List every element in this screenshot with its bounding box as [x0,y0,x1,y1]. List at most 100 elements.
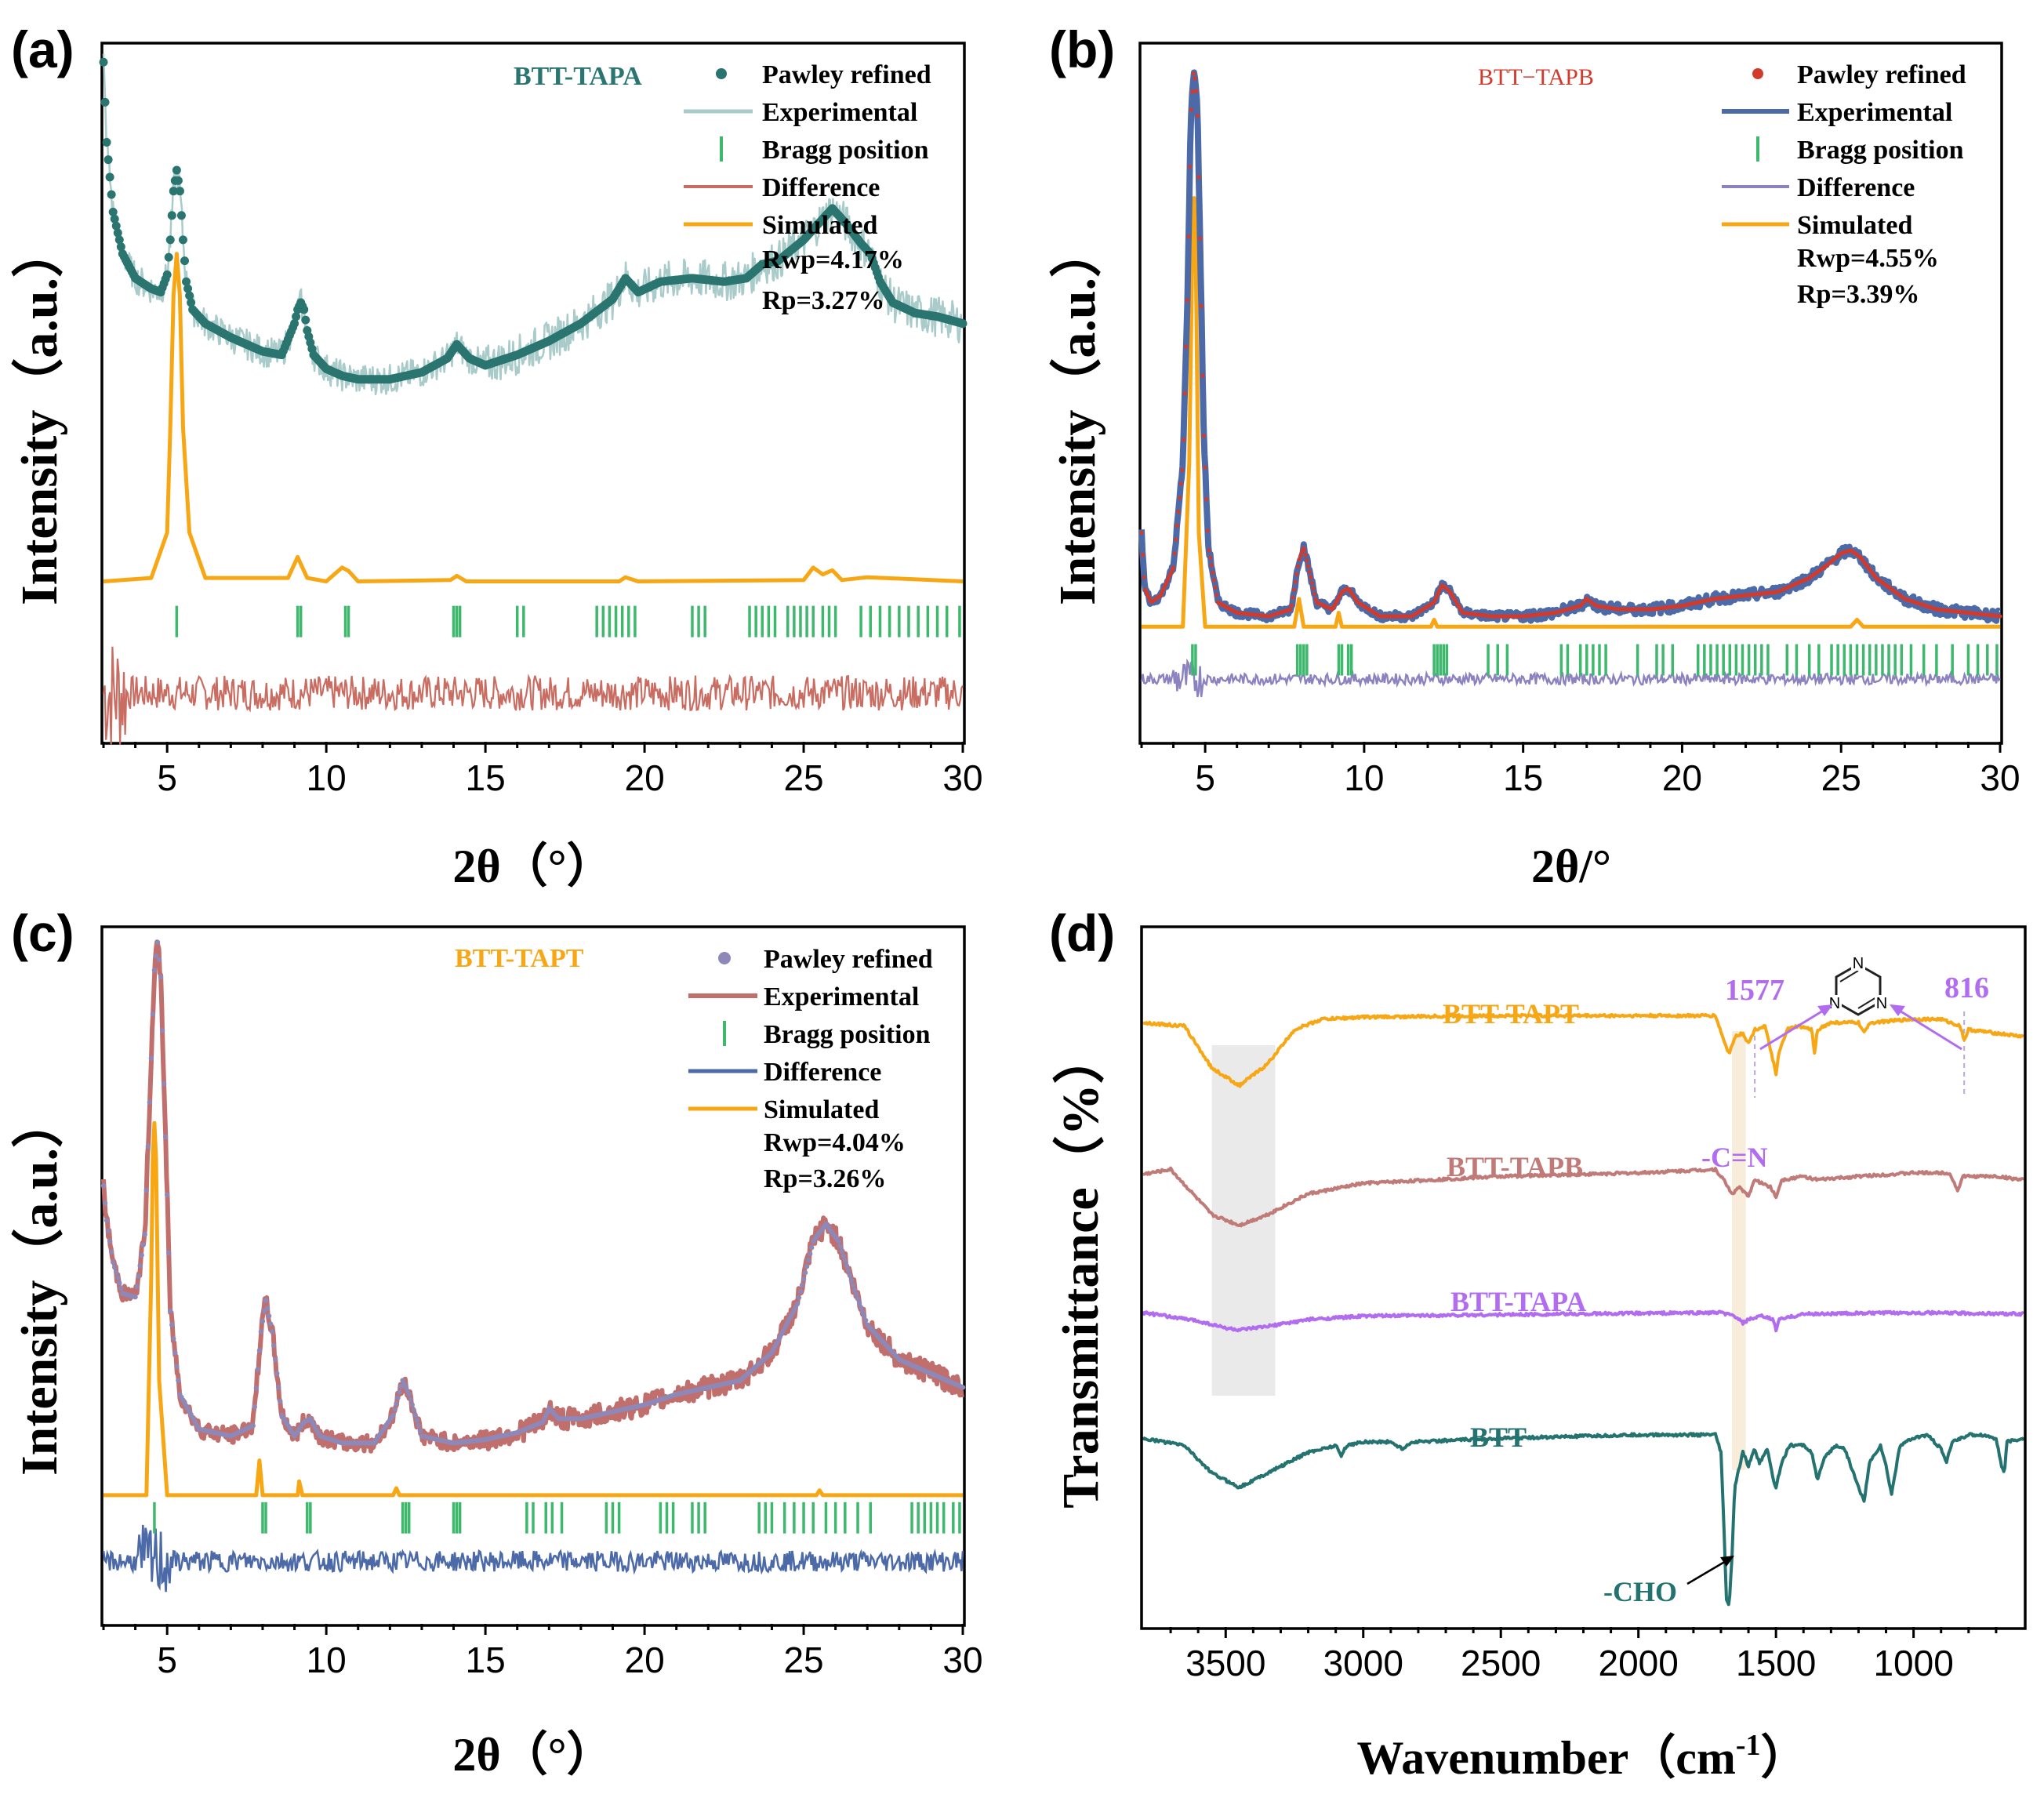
legend-label-simulated: Simulated [1797,211,1912,240]
panel-a-pawley-refined-point [172,165,181,175]
panel-b-pawley-refined-point [1305,558,1309,563]
panel-c-pawley-refined-point [107,1238,113,1244]
panel-c-pawley-refined-point [258,1329,264,1335]
panel-b-pawley-refined-point [1311,586,1316,591]
panel-a-pawley-refined-point [301,315,310,325]
panel-b-pawley-refined-point [1211,578,1217,583]
panel-a-pawley-refined-point [100,97,110,107]
panel-b-pawley-refined-point [1139,530,1144,535]
svg-text:N: N [1853,955,1864,972]
legend-label-pawley-refined: Pawley refined [1797,60,1966,89]
ftir-line-btt [1142,1432,2025,1607]
panel-c-pawley-refined-point [797,1288,804,1295]
panel-b-axes-frame [1138,42,2003,745]
panel-b-pawley-refined-point [1291,595,1295,600]
panel-b-bragg-ticks [1191,644,1999,676]
panel-b-pawley-refined-point [1213,585,1218,590]
panel-a-pawley-refined-point [178,235,187,245]
panel-b-pawley-refined-point [1298,554,1303,558]
annotation-1577-arrow [1759,1007,1828,1051]
panel-c-pawley-refined-point [851,1287,858,1293]
panel-c-pawley-refined-point [270,1343,277,1349]
panel-a-x-axis-label: 2θ（°） [452,840,613,892]
panel-c-pawley-refined-point [140,1242,146,1247]
panel-c-pawley-refined-point [840,1253,846,1258]
legend-label-bragg-position: Bragg position [1797,136,1964,165]
panel-c-pawley-refined-point [390,1412,396,1418]
panel-c-pawley-refined-point [839,1248,844,1254]
panel-a-plot-area [99,53,968,745]
panel-b-pawley-refined-point [1203,465,1207,470]
ftir-line-btt-tapt [1142,1012,2025,1088]
panel-a-pawley-refined-point [111,221,121,231]
panel-c-pawley-refined-point [174,1364,180,1370]
panel-c-pawley-refined-point [156,957,162,963]
panel-a-pawley-refined-points [99,57,968,384]
panel-b-x-tick-label: 20 [1662,757,1702,798]
panel-a-pawley-refined-point [164,252,173,262]
panel-c-pawley-refined-point [858,1305,864,1310]
panel-c-pawley-refined-point [278,1398,283,1404]
panel-c-pawley-refined-point [255,1367,261,1372]
panel-b-x-ticks: 5 10 15 20 25 30 [1140,742,2020,798]
panel-c-pawley-refined-points [100,939,966,1446]
panel-b-x-tick-label: 30 [1980,757,2020,798]
panel-a-x-tick-label: 5 [157,757,177,798]
panel-c-pawley-refined-point [805,1257,811,1263]
panel-b-pawley-refined-point [1181,438,1186,442]
panel-c-pawley-refined-point [414,1418,420,1423]
panel-c-pawley-refined-point [137,1262,143,1269]
panel-b-pawley-refined-point [1174,523,1180,528]
panel-c-pawley-refined-point [837,1244,843,1249]
legend-marker-pawley-refined [716,68,727,79]
panel-b-legend: Pawley refined Experimental Bragg positi… [1722,60,1966,309]
panel-c-pawley-refined-point [103,1218,110,1223]
svg-text:N: N [1876,995,1887,1012]
panel-c-pawley-refined-point [153,953,159,959]
panel-b-x-tick-label: 5 [1195,757,1215,798]
panel-c-pawley-refined-point [408,1396,413,1403]
panel-b-pawley-refined-point [1172,551,1177,556]
panel-b-pawley-refined-point [1288,607,1293,612]
panel-c-pawley-refined-point [273,1356,278,1363]
panel-b-pawley-refined-point [1289,603,1294,608]
legend-label-experimental: Experimental [762,98,917,127]
panel-b-rp: Rp=3.39% [1797,280,1919,309]
panel-c-x-axis-label: 2θ（°） [452,1728,613,1781]
legend-label-pawley-refined: Pawley refined [762,60,931,89]
panel-b-pawley-refined-point [1302,547,1307,552]
panel-d-x-tick-label: 2000 [1599,1643,1679,1683]
panel-a-pawley-refined-point [173,176,183,185]
panel-b-x-tick-label: 10 [1344,757,1384,798]
panel-c-bragg-ticks [153,1502,961,1534]
panel-b-pawley-refined-point [1182,390,1187,396]
panel-c-legend: Pawley refined Experimental Bragg positi… [688,945,933,1193]
panel-a-label: (a) [11,20,74,78]
panel-b-pawley-refined-point [1190,89,1195,94]
panel-a-pawley-refined-point [300,305,309,314]
panel-c-pawley-refined-point [118,1285,124,1291]
panel-a-pawley-refined-point [105,172,114,182]
panel-c-pawley-refined-point [263,1298,269,1303]
panel-c-y-axis-label: Intensity（a.u.） [10,1096,68,1476]
panel-a-pawley-refined-point [102,137,111,147]
panel-a-pawley-refined-point [116,242,125,252]
panel-a-title: BTT-TAPA [514,62,642,91]
panel-c-pawley-refined-point [844,1262,850,1269]
panel-a-x-tick-marks [102,742,964,753]
panel-b-pawley-refined-point [1297,557,1302,562]
panel-c-plot-area [100,939,966,1592]
panel-b-simulated-line [1142,196,2000,629]
panel-c-pawley-refined-point [100,1182,107,1189]
panel-d-plot-area [1142,1012,2025,1607]
panel-c-pawley-refined-point [808,1244,815,1251]
panel-c-pawley-refined-point [392,1407,398,1412]
panel-a-pawley-refined-point [110,214,119,223]
panel-b-difference-line [1140,658,2001,698]
panel-c-pawley-refined-point [176,1378,181,1383]
panel-a-pawley-refined-point [169,187,178,196]
panel-a-rp: Rp=3.27% [762,286,884,315]
panel-b-pawley-refined-point [1178,481,1183,486]
panel-b-pawley-refined-point [1313,597,1318,602]
panel-c-pawley-refined-point [855,1296,861,1302]
